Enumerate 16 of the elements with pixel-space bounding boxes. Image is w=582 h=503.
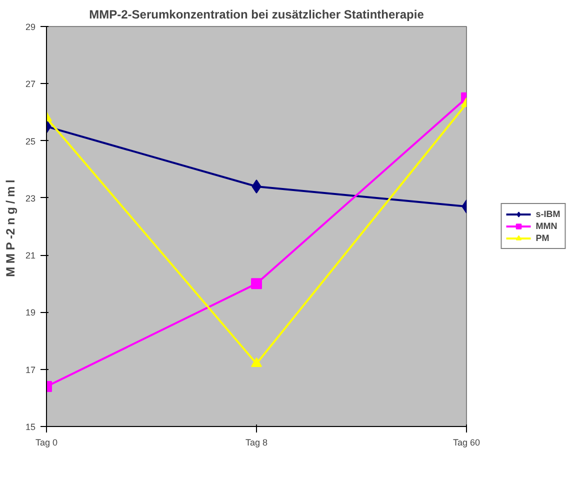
y-tick-label: 21	[25, 250, 36, 261]
y-tick-label: 23	[25, 193, 36, 204]
y-tick-label: 17	[25, 364, 36, 375]
legend-label: s-IBM	[536, 208, 560, 220]
y-tick-label: 29	[25, 22, 36, 32]
x-tick-label: Tag 0	[35, 438, 58, 448]
y-axis-title: M M P -2 n g / m l	[3, 180, 18, 277]
x-tick-label: Tag 60	[452, 438, 480, 448]
y-tick-label: 19	[25, 308, 36, 318]
legend-label: PM	[536, 232, 550, 244]
y-tick-label: 15	[25, 422, 36, 432]
y-tick-label: 27	[25, 79, 36, 90]
y-tick-label: 25	[25, 136, 36, 146]
legend-label: MMN	[536, 220, 558, 232]
chart-title: MMP-2-Serumkonzentration bei zusätzlicher Statintherapie	[89, 8, 424, 22]
x-tick-label: Tag 8	[245, 438, 268, 448]
